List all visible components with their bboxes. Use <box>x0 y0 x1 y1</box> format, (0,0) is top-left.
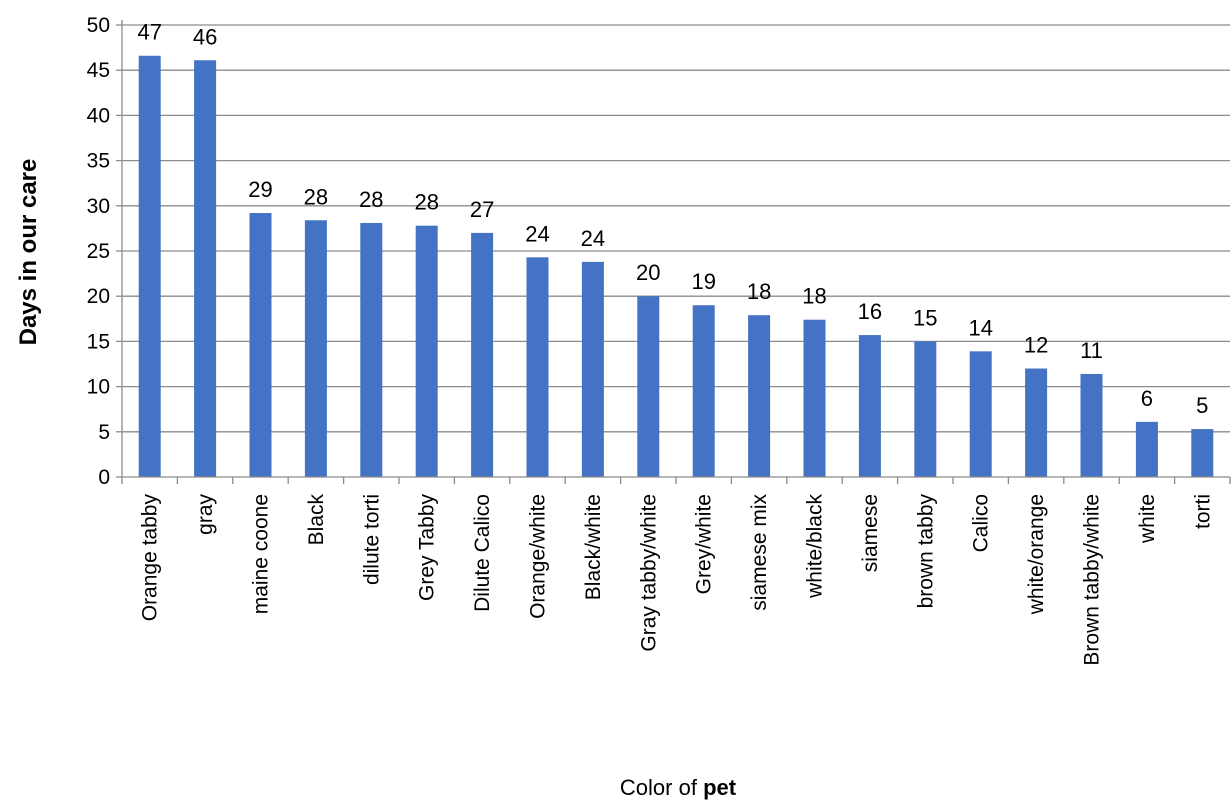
bar <box>304 220 327 477</box>
bar <box>969 351 992 477</box>
x-axis-title-prefix: Color of <box>620 775 703 800</box>
y-axis-ticks: 0 5 10 15 20 25 30 35 40 45 50 <box>87 14 122 489</box>
y-tick-label: 25 <box>87 240 110 263</box>
bar <box>360 222 383 477</box>
y-axis-title: Days in our care <box>15 159 42 346</box>
data-label: 18 <box>747 279 771 304</box>
bar <box>637 296 660 477</box>
category-label: maine coone <box>250 494 273 614</box>
data-labels: 47 46 29 28 28 28 27 24 24 20 19 18 18 16 15 14 12 11 6 5 <box>137 20 1208 418</box>
category-label: Brown tabby/white <box>1081 494 1104 666</box>
bars <box>138 55 1214 478</box>
data-label: 47 <box>137 20 161 45</box>
bar <box>858 335 881 477</box>
y-tick-label: 15 <box>87 330 110 353</box>
y-tick-label: 20 <box>87 285 110 308</box>
category-label: Orange/white <box>527 494 550 619</box>
category-label: dilute torti <box>360 494 383 585</box>
data-label: 15 <box>913 305 937 330</box>
data-label: 19 <box>691 269 715 294</box>
data-label: 11 <box>1080 338 1103 363</box>
category-label: gray <box>194 494 217 535</box>
y-tick-label: 45 <box>87 59 110 82</box>
data-label: 28 <box>359 187 383 212</box>
bar <box>914 341 937 477</box>
data-label: 27 <box>470 197 494 222</box>
bar <box>415 225 438 477</box>
category-label: Dilute Calico <box>471 494 494 612</box>
x-axis-title: Color of pet <box>620 775 737 800</box>
category-labels: Orange tabby gray maine coone Black dilute t… <box>139 494 1215 666</box>
bar <box>1135 421 1158 477</box>
category-label: brown tabby <box>914 494 937 609</box>
gridlines <box>122 24 1230 433</box>
bar <box>471 232 494 477</box>
data-label: 28 <box>304 184 328 209</box>
x-axis-title-bold: pet <box>703 775 737 800</box>
data-label: 12 <box>1024 333 1048 358</box>
category-label: siamese <box>859 494 882 572</box>
category-label: white/orange <box>1025 494 1048 615</box>
y-tick-label: 10 <box>87 376 110 399</box>
bar <box>194 60 217 477</box>
data-label: 14 <box>968 315 992 340</box>
y-tick-label: 40 <box>87 104 110 127</box>
category-label: white/black <box>804 494 827 599</box>
category-label: Grey/white <box>693 494 716 594</box>
bar <box>581 261 604 477</box>
bar <box>1080 373 1103 477</box>
bar <box>1191 429 1214 477</box>
data-label: 28 <box>414 190 438 215</box>
bar <box>138 55 161 478</box>
data-label: 18 <box>802 284 826 309</box>
data-label: 5 <box>1196 393 1208 418</box>
y-tick-label: 0 <box>98 466 110 489</box>
category-label: Black <box>305 494 328 546</box>
category-label: Gray tabby/white <box>637 494 660 652</box>
y-tick-label: 5 <box>98 421 110 444</box>
y-tick-label: 50 <box>87 14 110 37</box>
category-label: torti <box>1191 494 1214 529</box>
bar <box>748 315 771 477</box>
data-label: 20 <box>636 260 660 285</box>
category-label: white <box>1136 494 1159 544</box>
bar <box>249 213 272 478</box>
x-axis <box>121 20 1231 484</box>
category-label: Orange tabby <box>139 494 162 622</box>
category-label: Calico <box>970 494 993 552</box>
category-label: siamese mix <box>748 494 771 611</box>
category-label: Grey Tabby <box>416 494 439 601</box>
data-label: 24 <box>581 226 605 251</box>
data-label: 29 <box>248 177 272 202</box>
bar <box>1025 368 1048 477</box>
y-tick-label: 35 <box>87 150 110 173</box>
bar <box>526 257 549 477</box>
data-label: 46 <box>193 24 217 49</box>
data-label: 24 <box>525 221 549 246</box>
data-label: 16 <box>858 299 882 324</box>
bar <box>692 305 715 477</box>
category-label: Black/white <box>582 494 605 600</box>
y-tick-label: 30 <box>87 195 110 218</box>
data-label: 6 <box>1141 386 1153 411</box>
bar <box>803 319 826 477</box>
